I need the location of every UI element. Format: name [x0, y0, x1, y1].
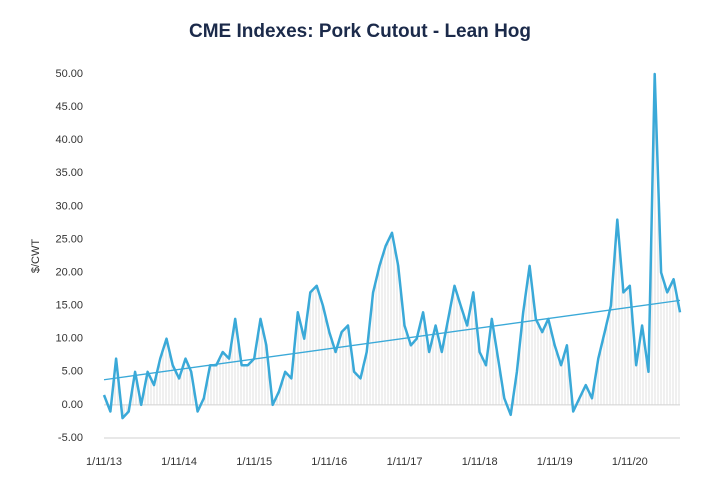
y-tick-label: 35.00 — [55, 167, 83, 179]
data-line — [102, 72, 682, 420]
x-tick-label: 1/11/16 — [311, 456, 347, 468]
y-tick-label: 25.00 — [55, 233, 83, 245]
y-tick-label: -5.00 — [58, 432, 83, 444]
chart-title: CME Indexes: Pork Cutout - Lean Hog — [189, 21, 531, 42]
y-tick-label: 50.00 — [55, 68, 83, 80]
x-tick-label: 1/11/14 — [161, 456, 197, 468]
x-tick-label: 1/11/19 — [537, 456, 573, 468]
y-axis-label: $/CWT — [30, 239, 42, 274]
x-tick-label: 1/11/18 — [462, 456, 498, 468]
x-tick-label: 1/11/20 — [612, 456, 648, 468]
x-tick-label: 1/11/15 — [236, 456, 272, 468]
y-tick-label: 5.00 — [62, 366, 83, 378]
y-tick-label: 45.00 — [55, 101, 83, 113]
x-tick-label: 1/11/17 — [387, 456, 423, 468]
trend-line — [103, 299, 681, 381]
x-tick-label: 1/11/13 — [86, 456, 122, 468]
y-tick-label: 0.00 — [62, 399, 83, 411]
area-fill — [104, 74, 680, 419]
y-tick-label: 30.00 — [55, 200, 83, 212]
y-tick-label: 20.00 — [55, 266, 83, 278]
y-tick-label: 40.00 — [55, 134, 83, 146]
y-tick-label: 15.00 — [55, 300, 83, 312]
y-tick-label: 10.00 — [55, 333, 83, 345]
